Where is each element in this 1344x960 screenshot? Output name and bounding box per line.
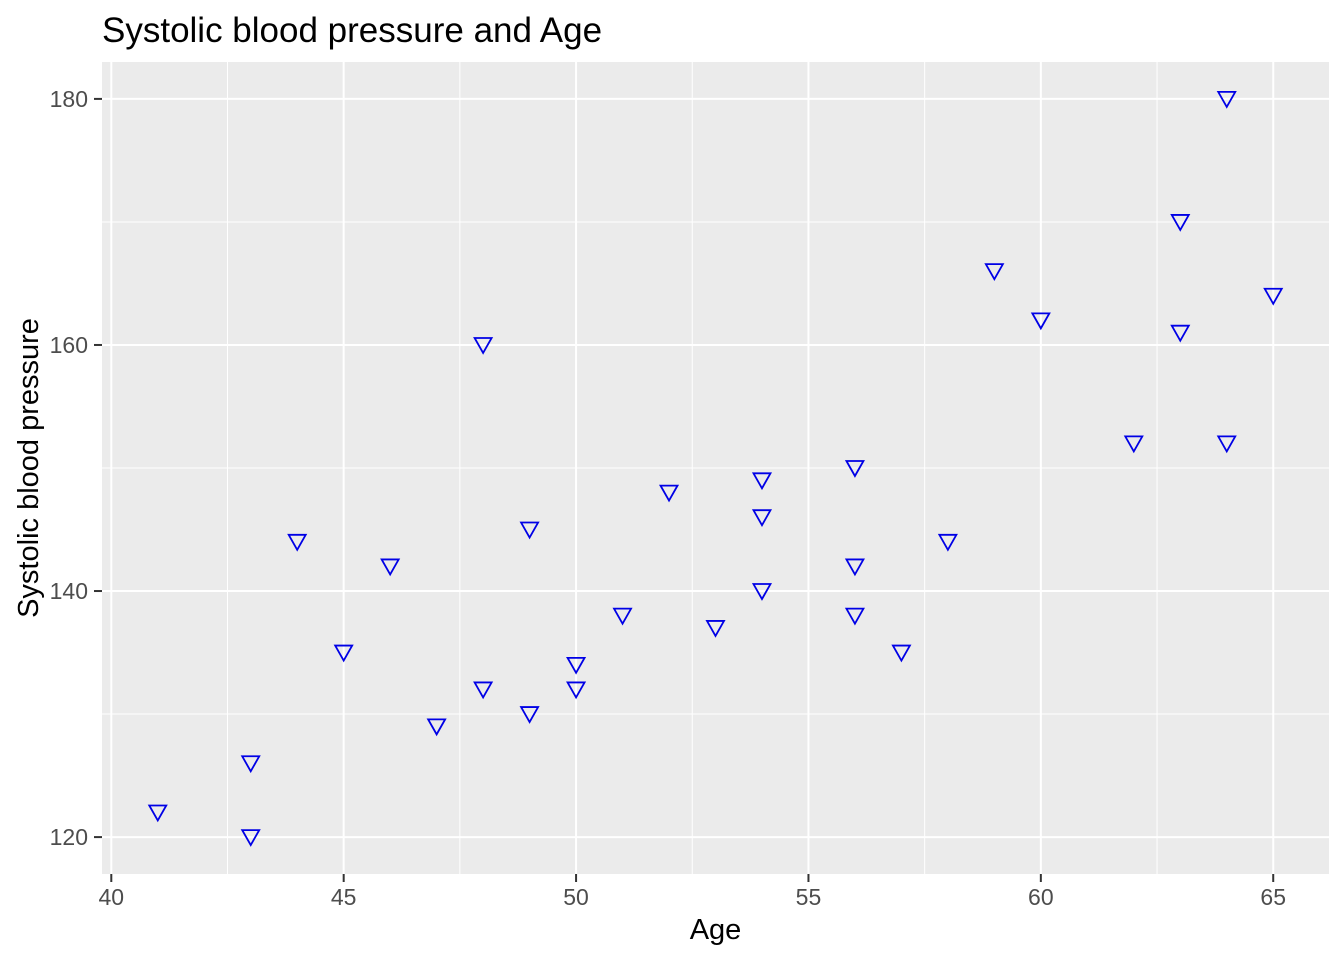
data-point-marker xyxy=(380,558,401,577)
data-point-marker xyxy=(287,533,308,552)
data-point-marker xyxy=(566,656,587,675)
data-point-marker xyxy=(426,718,447,737)
data-point-marker xyxy=(984,263,1005,281)
y-tick-label: 120 xyxy=(50,824,88,850)
y-tick-label: 160 xyxy=(50,332,88,358)
data-point-marker xyxy=(1263,287,1284,306)
data-point-marker xyxy=(333,644,354,663)
data-point-marker xyxy=(240,829,261,847)
x-axis-title: Age xyxy=(690,914,742,946)
data-point-marker xyxy=(1123,435,1144,454)
x-tick-label: 45 xyxy=(331,884,357,910)
data-point-marker xyxy=(473,337,494,355)
data-point-marker xyxy=(473,681,494,700)
x-tick-label: 65 xyxy=(1260,884,1286,910)
data-point-marker xyxy=(566,681,587,700)
data-point-marker xyxy=(705,620,726,638)
data-point-marker xyxy=(612,607,633,626)
data-point-marker xyxy=(1216,435,1237,454)
data-point-marker xyxy=(937,533,958,552)
y-axis-title: Systolic blood pressure xyxy=(13,318,45,618)
data-point-marker xyxy=(751,509,773,528)
data-point-marker xyxy=(519,521,540,540)
data-point-marker xyxy=(147,804,168,823)
data-point-marker xyxy=(751,583,773,601)
data-point-marker xyxy=(844,460,865,478)
x-tick-label: 40 xyxy=(98,884,124,910)
data-point-marker xyxy=(751,472,773,491)
data-point-marker xyxy=(844,607,865,626)
data-point-marker xyxy=(1030,312,1051,331)
data-point-marker xyxy=(1170,324,1191,343)
data-point-marker xyxy=(240,755,261,774)
x-tick-label: 60 xyxy=(1028,884,1054,910)
x-tick-label: 55 xyxy=(796,884,822,910)
data-point-marker xyxy=(1170,214,1191,232)
data-point-marker xyxy=(891,644,912,663)
data-point-marker xyxy=(519,706,540,724)
data-point-marker xyxy=(844,558,865,577)
data-point-marker xyxy=(1216,91,1237,109)
chart-title: Systolic blood pressure and Age xyxy=(102,11,602,50)
y-tick-label: 180 xyxy=(50,86,88,112)
x-tick-label: 50 xyxy=(563,884,589,910)
y-tick-label: 140 xyxy=(50,578,88,604)
data-point-marker xyxy=(658,484,680,503)
